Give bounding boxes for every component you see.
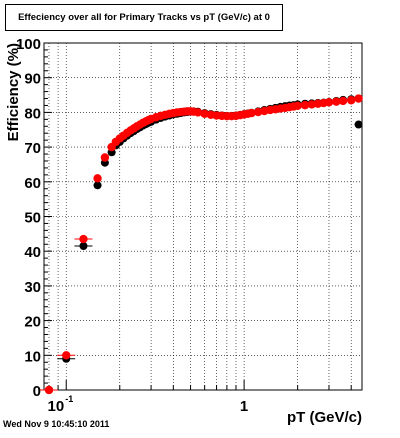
y-tick-label: 40 — [24, 244, 41, 261]
timestamp: Wed Nov 9 10:45:10 2011 — [3, 419, 110, 429]
data-point — [79, 241, 88, 250]
data-point — [62, 351, 71, 360]
y-tick-label: 100 — [16, 36, 41, 53]
data-point — [338, 96, 348, 106]
data-point — [79, 234, 88, 244]
data-point — [300, 100, 310, 110]
data-point — [293, 101, 302, 111]
data-point — [332, 97, 341, 106]
chart-title: Effeciency over all for Primary Tracks v… — [5, 4, 283, 31]
data-point — [200, 109, 209, 118]
y-tick-label: 60 — [24, 175, 41, 192]
y-tick-label: 50 — [24, 210, 41, 227]
x-tick-label-exponent: -1 — [65, 394, 73, 404]
data-point — [347, 96, 356, 105]
data-point — [93, 181, 102, 190]
y-tick-label: 30 — [24, 279, 41, 296]
data-point — [193, 108, 203, 117]
data-point — [100, 153, 110, 162]
y-tick-label: 20 — [24, 314, 41, 331]
data-point — [93, 174, 102, 183]
y-tick-label: 80 — [24, 105, 41, 122]
x-tick-label: 1 — [240, 398, 248, 415]
data-point — [44, 385, 54, 395]
y-tick-label: 10 — [24, 348, 41, 365]
x-tick-label: 10 — [48, 398, 65, 415]
data-point — [247, 108, 256, 118]
x-axis-label: pT (GeV/c) — [287, 409, 362, 426]
y-axis-label: Efficiency (%) — [5, 43, 22, 141]
y-tick-label: 90 — [24, 71, 41, 88]
data-point — [253, 107, 263, 117]
data-point — [354, 94, 363, 103]
y-tick-label: 70 — [24, 140, 41, 157]
data-point — [324, 98, 334, 107]
data-point — [307, 100, 316, 109]
y-tick-label: 0 — [33, 383, 41, 400]
data-point — [354, 120, 363, 129]
